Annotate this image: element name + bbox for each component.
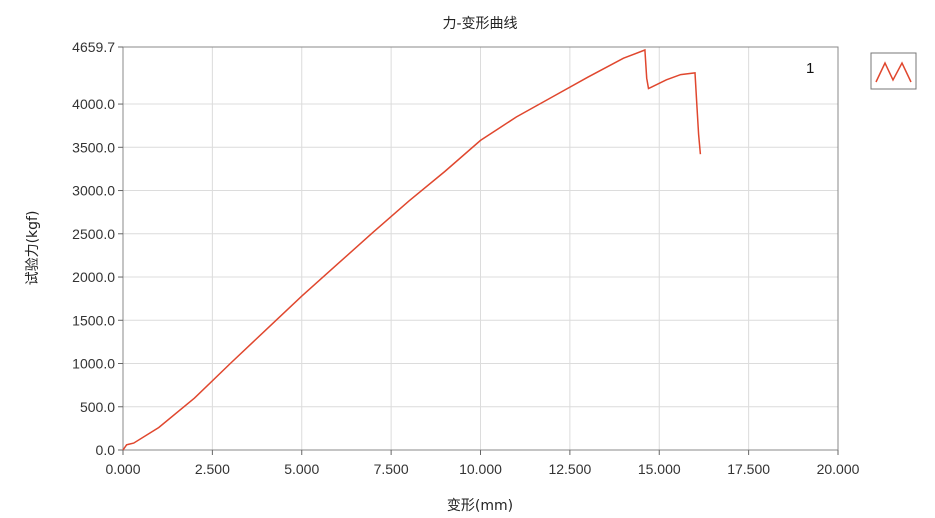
y-tick-label: 4659.7 <box>72 39 115 55</box>
y-tick-label: 1000.0 <box>72 356 115 372</box>
x-axis-label: 变形(mm) <box>447 498 513 514</box>
legend-wave-icon <box>875 61 912 83</box>
x-tick-label: 5.000 <box>284 461 319 477</box>
axis-ticks: 0.000 2.500 5.000 7.500 10.000 12.500 15.000 17… <box>72 39 859 477</box>
x-tick-label: 12.500 <box>548 461 591 477</box>
chart-title: 力-变形曲线 <box>442 16 517 32</box>
y-tick-label: 2000.0 <box>72 269 115 285</box>
x-tick-label: 20.000 <box>817 461 860 477</box>
y-tick-label: 3000.0 <box>72 183 115 199</box>
legend <box>870 52 917 90</box>
series-number-label: 1 <box>806 60 814 77</box>
y-tick-label: 1500.0 <box>72 312 115 328</box>
y-tick-label: 500.0 <box>80 399 115 415</box>
y-axis-label: 试验力(kgf) <box>25 211 41 286</box>
legend-box <box>870 52 917 90</box>
y-tick-label: 3500.0 <box>72 139 115 155</box>
x-tick-label: 10.000 <box>459 461 502 477</box>
x-tick-label: 2.500 <box>195 461 230 477</box>
series-line <box>122 48 702 451</box>
x-tick-label: 17.500 <box>727 461 770 477</box>
x-tick-label: 15.000 <box>638 461 681 477</box>
y-tick-label: 2500.0 <box>72 226 115 242</box>
y-tick-label: 0.0 <box>96 442 116 458</box>
x-tick-label: 7.500 <box>374 461 409 477</box>
x-tick-label: 0.000 <box>105 461 140 477</box>
grid-lines <box>122 46 839 451</box>
y-tick-label: 4000.0 <box>72 96 115 112</box>
